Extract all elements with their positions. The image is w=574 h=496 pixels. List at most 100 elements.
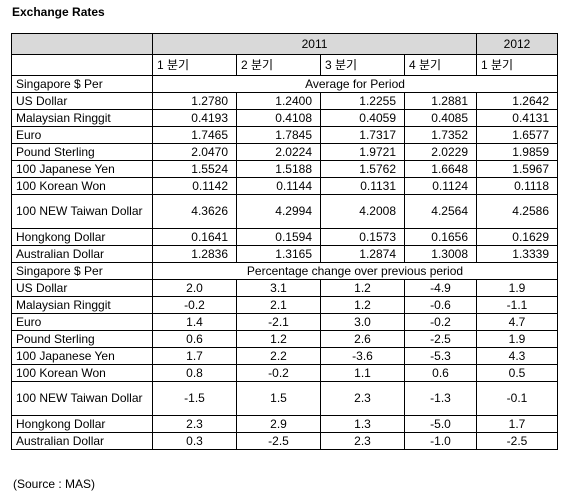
rate-value: 1.7352 — [404, 126, 477, 144]
table-row: 100 Korean Won 0.8 -0.2 1.1 0.6 0.5 — [11, 364, 558, 382]
rate-value: 3.0 — [320, 313, 405, 331]
rate-value: -0.2 — [152, 296, 237, 314]
rate-value: 1.2400 — [236, 92, 321, 110]
rate-value: -5.3 — [404, 347, 477, 365]
rate-value: 1.2874 — [320, 245, 405, 263]
rate-value: -4.9 — [404, 279, 477, 297]
table-row: 100 NEW Taiwan Dollar -1.5 1.5 2.3 -1.3 -0.1 — [11, 381, 558, 416]
section-label: Singapore $ Per — [11, 75, 153, 93]
rate-value: 2.0224 — [236, 143, 321, 161]
currency-name: 100 Korean Won — [11, 364, 153, 382]
rate-value: 1.9859 — [476, 143, 558, 161]
exchange-rates-table: 2011 2012 1 분기 2 분기 3 분기 4 분기 1 분기 Singa… — [11, 33, 558, 450]
rate-value: 4.2586 — [476, 194, 558, 229]
currency-name: Hongkong Dollar — [11, 228, 153, 246]
rate-value: 0.8 — [152, 364, 237, 382]
rate-value: 0.4108 — [236, 109, 321, 127]
rate-value: 0.1594 — [236, 228, 321, 246]
table-row: 100 Japanese Yen 1.7 2.2 -3.6 -5.3 4.3 — [11, 347, 558, 365]
year-2011-header: 2011 — [152, 33, 477, 55]
rate-value: -1.1 — [476, 296, 558, 314]
rate-value: 4.3626 — [152, 194, 237, 229]
currency-name: 100 Japanese Yen — [11, 160, 153, 178]
rate-value: 4.3 — [476, 347, 558, 365]
rate-value: -0.1 — [476, 381, 558, 416]
rate-value: 1.3008 — [404, 245, 477, 263]
section-label: Singapore $ Per — [11, 262, 153, 280]
rate-value: 1.2 — [320, 279, 405, 297]
rate-value: 2.0470 — [152, 143, 237, 161]
currency-name: US Dollar — [11, 279, 153, 297]
rate-value: -2.1 — [236, 313, 321, 331]
page-title: Exchange Rates — [12, 5, 105, 19]
rate-value: 0.4085 — [404, 109, 477, 127]
rate-value: 1.3 — [320, 415, 405, 433]
quarter-header-row: 1 분기 2 분기 3 분기 4 분기 1 분기 — [11, 54, 558, 76]
rate-value: 0.3 — [152, 432, 237, 450]
rate-value: 0.1656 — [404, 228, 477, 246]
table-row: 100 Korean Won 0.1142 0.1144 0.1131 0.1124 0.… — [11, 177, 558, 195]
currency-name: Australian Dollar — [11, 245, 153, 263]
quarter-header: 1 분기 — [476, 54, 558, 76]
rate-value: 0.1629 — [476, 228, 558, 246]
corner-cell-2 — [11, 54, 153, 76]
rate-value: 1.5762 — [320, 160, 405, 178]
rate-value: 0.1573 — [320, 228, 405, 246]
rate-value: -2.5 — [476, 432, 558, 450]
year-2012-header: 2012 — [476, 33, 558, 55]
section-header-row: Singapore $ Per Average for Period — [11, 75, 558, 93]
table-row: Pound Sterling 0.6 1.2 2.6 -2.5 1.9 — [11, 330, 558, 348]
rate-value: -0.2 — [236, 364, 321, 382]
rate-value: -3.6 — [320, 347, 405, 365]
table-row: Euro 1.7465 1.7845 1.7317 1.7352 1.6577 — [11, 126, 558, 144]
source-note: (Source : MAS) — [13, 477, 96, 491]
section-heading: Average for Period — [152, 75, 558, 93]
rate-value: 2.2 — [236, 347, 321, 365]
rate-value: 2.9 — [236, 415, 321, 433]
rate-value: 1.2881 — [404, 92, 477, 110]
rate-value: 1.3165 — [236, 245, 321, 263]
rate-value: 1.5 — [236, 381, 321, 416]
rate-value: -0.2 — [404, 313, 477, 331]
currency-name: US Dollar — [11, 92, 153, 110]
rate-value: -1.3 — [404, 381, 477, 416]
quarter-header: 1 분기 — [152, 54, 237, 76]
rate-value: 1.7845 — [236, 126, 321, 144]
currency-name: Pound Sterling — [11, 330, 153, 348]
rate-value: 1.2836 — [152, 245, 237, 263]
rate-value: 1.5967 — [476, 160, 558, 178]
quarter-header: 3 분기 — [320, 54, 405, 76]
rate-value: 4.2564 — [404, 194, 477, 229]
section-heading: Percentage change over previous period — [152, 262, 558, 280]
rate-value: 1.7317 — [320, 126, 405, 144]
rate-value: 1.2780 — [152, 92, 237, 110]
year-header-row: 2011 2012 — [11, 33, 558, 55]
rate-value: -1.0 — [404, 432, 477, 450]
section-header-row: Singapore $ Per Percentage change over pr… — [11, 262, 558, 280]
rate-value: 2.3 — [320, 381, 405, 416]
table-row: 100 Japanese Yen 1.5524 1.5188 1.5762 1.6648… — [11, 160, 558, 178]
currency-name: Pound Sterling — [11, 143, 153, 161]
rate-value: 2.0229 — [404, 143, 477, 161]
currency-name: 100 NEW Taiwan Dollar — [11, 381, 153, 416]
table-row: Australian Dollar 0.3 -2.5 2.3 -1.0 -2.5 — [11, 432, 558, 450]
table-row: Euro 1.4 -2.1 3.0 -0.2 4.7 — [11, 313, 558, 331]
rate-value: 1.2642 — [476, 92, 558, 110]
rate-value: 1.5188 — [236, 160, 321, 178]
quarter-header: 2 분기 — [236, 54, 321, 76]
currency-name: Hongkong Dollar — [11, 415, 153, 433]
table-row: Hongkong Dollar 2.3 2.9 1.3 -5.0 1.7 — [11, 415, 558, 433]
rate-value: 0.1144 — [236, 177, 321, 195]
table-row: 100 NEW Taiwan Dollar 4.3626 4.2994 4.2008 4… — [11, 194, 558, 229]
rate-value: 1.3339 — [476, 245, 558, 263]
currency-name: Euro — [11, 313, 153, 331]
corner-cell — [11, 33, 153, 55]
table-row: Australian Dollar 1.2836 1.3165 1.2874 1.300… — [11, 245, 558, 263]
quarter-header: 4 분기 — [404, 54, 477, 76]
rate-value: 1.7465 — [152, 126, 237, 144]
rate-value: 2.1 — [236, 296, 321, 314]
rate-value: 1.9 — [476, 279, 558, 297]
rate-value: -2.5 — [404, 330, 477, 348]
rate-value: 0.1131 — [320, 177, 405, 195]
rate-value: 2.6 — [320, 330, 405, 348]
